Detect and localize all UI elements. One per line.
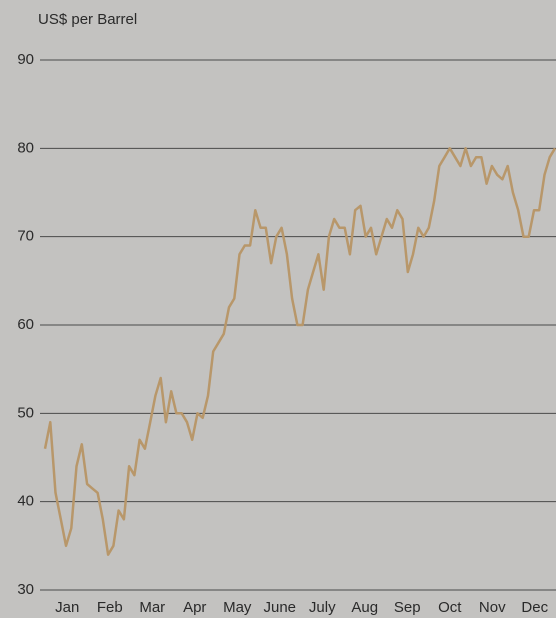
x-tick-label: Nov <box>479 599 506 616</box>
y-tick-label: 40 <box>17 493 34 510</box>
x-tick-label: Dec <box>521 599 548 616</box>
x-tick-label: Jan <box>55 599 79 616</box>
x-tick-label: May <box>223 599 252 616</box>
x-tick-label: Feb <box>97 599 123 616</box>
x-tick-label: June <box>263 599 296 616</box>
x-tick-label: Sep <box>394 599 421 616</box>
x-tick-label: Mar <box>139 599 165 616</box>
price-line <box>43 147 556 556</box>
y-tick-label: 70 <box>17 228 34 245</box>
x-tick-label: July <box>309 599 336 616</box>
x-tick-label: Oct <box>438 599 462 616</box>
y-tick-label: 90 <box>17 51 34 68</box>
x-tick-label: Aug <box>351 599 378 616</box>
y-tick-label: 60 <box>17 316 34 333</box>
y-axis-label: US$ per Barrel <box>38 11 137 28</box>
y-tick-label: 50 <box>17 404 34 421</box>
y-tick-label: 80 <box>17 139 34 156</box>
x-tick-label: Apr <box>183 599 206 616</box>
y-tick-label: 30 <box>17 581 34 598</box>
